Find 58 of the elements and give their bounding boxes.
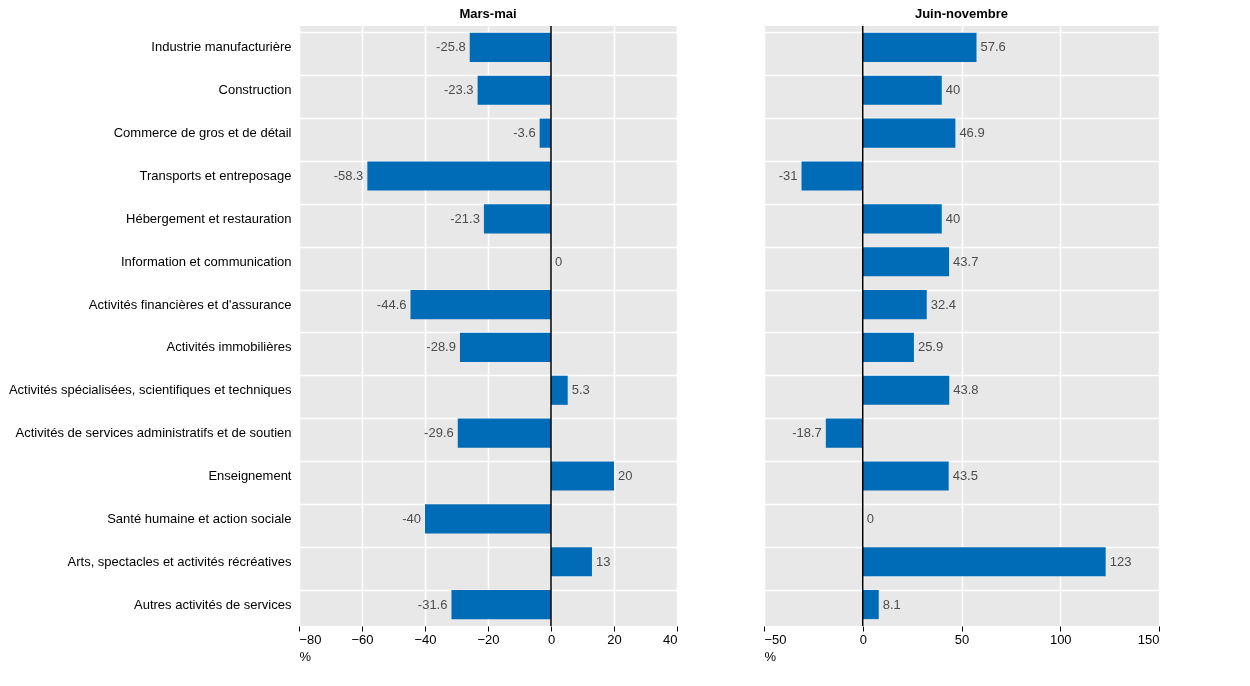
x-tick-label: −20 <box>477 631 500 647</box>
y-tick-label: Santé humaine et action sociale <box>107 510 292 526</box>
y-tick-label: Transports et entreposage <box>139 168 292 183</box>
data-label: -28.9 <box>426 339 456 355</box>
data-label: 40 <box>945 210 961 226</box>
chart-title: Juin-novembre <box>914 6 1009 22</box>
data-label: 25.9 <box>917 339 944 355</box>
x-tick-label: 40 <box>663 631 678 647</box>
data-label: 32.4 <box>930 296 957 312</box>
data-label: -25.8 <box>436 39 466 55</box>
data-label: -44.6 <box>376 296 407 312</box>
data-label: 0 <box>866 510 874 526</box>
x-tick-label: −50 <box>764 631 787 647</box>
data-label: -31.6 <box>417 596 448 612</box>
data-label: -23.3 <box>443 82 474 98</box>
y-tick-label: Activités financières et d'assurance <box>88 296 292 312</box>
y-tick-label: Enseignement <box>208 468 292 483</box>
data-label: 20 <box>618 468 633 483</box>
y-tick-label: Activités immobilières <box>166 339 292 355</box>
y-tick-label: Hébergement et restauration <box>126 210 292 226</box>
data-label: -29.6 <box>424 425 454 441</box>
data-label: -3.6 <box>513 125 536 141</box>
data-label: -58.3 <box>333 168 364 183</box>
y-tick-label: Autres activités de services <box>133 596 292 612</box>
data-label: -21.3 <box>450 210 480 226</box>
y-tick-label: Activités de services administratifs et de soutien <box>15 425 292 441</box>
y-tick-label: Commerce de gros et de détail <box>113 125 292 141</box>
data-label: -40 <box>402 510 421 526</box>
y-tick-label: Activités spécialisées, scientifiques et techniques <box>8 382 292 398</box>
data-label: 57.6 <box>980 39 1006 55</box>
data-label: 46.9 <box>959 125 985 141</box>
x-tick-label: 0 <box>859 631 867 647</box>
x-tick-label: −40 <box>414 631 437 647</box>
data-label: 0 <box>555 253 563 269</box>
y-tick-label: Industrie manufacturière <box>151 39 292 55</box>
x-axis-title: % <box>764 648 777 664</box>
x-tick-label: 0 <box>547 631 556 647</box>
data-label: 43.8 <box>953 382 979 398</box>
chart-title: Mars-mai <box>459 6 517 22</box>
x-tick-label: −60 <box>351 631 374 647</box>
x-tick-label: 100 <box>1049 631 1072 647</box>
y-tick-label: Information et communication <box>120 253 292 269</box>
data-label: 43.5 <box>952 468 978 483</box>
data-label: 5.3 <box>571 382 590 398</box>
x-tick-label: 150 <box>1137 631 1160 647</box>
y-tick-label: Arts, spectacles et activités récréatives <box>67 553 292 569</box>
x-tick-label: 50 <box>954 631 970 647</box>
data-label: -31 <box>778 168 798 183</box>
x-tick-label: −80 <box>299 631 322 647</box>
data-label: 13 <box>595 553 611 569</box>
y-tick-label: Construction <box>218 82 292 98</box>
data-label: 8.1 <box>882 596 901 612</box>
data-label: 40 <box>945 82 961 98</box>
data-label: 123 <box>1109 553 1132 569</box>
data-label: -18.7 <box>792 425 822 441</box>
x-tick-label: 20 <box>607 631 622 647</box>
data-label: 43.7 <box>953 253 979 269</box>
x-axis-title: % <box>299 648 312 664</box>
